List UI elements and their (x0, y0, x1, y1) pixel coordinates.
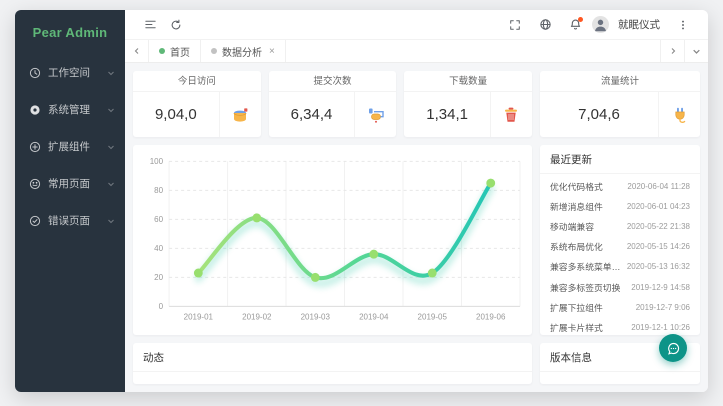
main-area: 就眠仪式 首页 数据分析 × (125, 10, 708, 392)
svg-text:60: 60 (154, 215, 163, 224)
tab-data-analysis[interactable]: 数据分析 × (201, 40, 286, 62)
svg-text:40: 40 (154, 244, 163, 253)
tab-label: 数据分析 (222, 47, 262, 59)
chevron-down-icon (108, 219, 114, 223)
panel-title: 版本信息 (540, 343, 700, 372)
stat-value: 7,04,6 (578, 106, 620, 123)
notification-bell-icon[interactable] (562, 12, 588, 38)
update-item[interactable]: 兼容多标签页切换 2019-12-9 14:58 (550, 282, 690, 293)
sidebar-item-label: 工作空间 (48, 67, 90, 79)
stat-title: 今日访问 (133, 71, 261, 92)
stat-card-downloads[interactable]: 下载数量 1,34,1 (404, 71, 532, 137)
visits-line-chart[interactable]: 0 20 40 60 80 100 2019-01 2019-02 2019-03 2019-04… (133, 145, 532, 335)
update-item[interactable]: 优化代码格式 2020-06-04 11:28 (550, 181, 690, 192)
svg-text:2019-03: 2019-03 (301, 313, 331, 322)
sidebar-item-system[interactable]: 系统管理 (15, 91, 125, 128)
svg-text:2019-02: 2019-02 (242, 313, 272, 322)
svg-text:2019-05: 2019-05 (418, 313, 448, 322)
tab-home[interactable]: 首页 (149, 40, 201, 62)
tab-close-icon[interactable]: × (269, 45, 275, 57)
svg-text:2019-06: 2019-06 (476, 313, 506, 322)
language-globe-icon[interactable] (532, 12, 558, 38)
plug-icon (658, 92, 700, 137)
theme-settings-fab[interactable] (659, 334, 687, 362)
fullscreen-icon[interactable] (502, 12, 528, 38)
sidebar-item-label: 系统管理 (48, 104, 90, 116)
paint-bucket-icon (218, 92, 261, 137)
panel-title: 最近更新 (540, 145, 700, 174)
components-icon (29, 141, 41, 153)
update-item[interactable]: 扩展卡片样式 2019-12-1 10:26 (550, 322, 690, 333)
tab-active-dot (159, 48, 165, 54)
tab-dot (211, 48, 217, 54)
sidebar-item-common-pages[interactable]: 常用页面 (15, 165, 125, 202)
stat-value: 6,34,4 (290, 106, 333, 123)
svg-text:100: 100 (150, 157, 164, 166)
sidebar-item-error-pages[interactable]: 错误页面 (15, 202, 125, 239)
tabs-scroll-left-icon[interactable] (125, 40, 149, 62)
recent-updates-panel: 最近更新 优化代码格式 2020-06-04 11:28 新增消息组件 2020-0… (540, 145, 700, 335)
update-item[interactable]: 兼容多系统菜单模式2020-05-13 16:32 (550, 262, 690, 273)
trash-icon (489, 92, 532, 137)
refresh-icon[interactable] (163, 12, 189, 38)
svg-text:2019-01: 2019-01 (184, 313, 214, 322)
notification-dot (578, 16, 583, 22)
stat-card-visits[interactable]: 今日访问 9,04,0 (133, 71, 261, 137)
tabbar-spacer (286, 40, 660, 62)
tabs-menu-chevron-icon[interactable] (684, 40, 708, 62)
svg-text:2019-04: 2019-04 (359, 313, 389, 322)
chevron-down-icon (108, 108, 114, 112)
panel-title: 动态 (133, 343, 532, 372)
line-chart-canvas: 0 20 40 60 80 100 2019-01 2019-02 2019-03 2019-04… (150, 157, 521, 322)
svg-text:80: 80 (154, 186, 163, 195)
sidebar-item-extensions[interactable]: 扩展组件 (15, 128, 125, 165)
update-item[interactable]: 移动端兼容 2020-05-22 21:38 (550, 221, 690, 232)
chevron-down-icon (108, 182, 114, 186)
user-avatar[interactable] (592, 16, 609, 33)
stat-title: 流量统计 (540, 71, 700, 92)
sidebar-item-label: 扩展组件 (48, 141, 90, 153)
stat-value: 1,34,1 (426, 106, 469, 123)
stat-value: 9,04,0 (154, 106, 197, 123)
top-header: 就眠仪式 (125, 10, 708, 40)
stat-card-submissions[interactable]: 提交次数 6,34,4 (268, 71, 397, 137)
paint-roller-icon (354, 92, 396, 137)
activity-panel: 动态 (133, 343, 532, 384)
tab-bar: 首页 数据分析 × (125, 40, 708, 63)
updates-list: 优化代码格式 2020-06-04 11:28 新增消息组件 2020-06-01 … (540, 174, 700, 335)
update-item[interactable]: 扩展下拉组件 2019-12-7 9:06 (550, 302, 690, 313)
user-name[interactable]: 就眠仪式 (618, 19, 660, 31)
tabs-scroll-right-icon[interactable] (660, 40, 684, 62)
stat-title: 提交次数 (268, 71, 397, 92)
svg-text:0: 0 (159, 302, 164, 311)
sidebar: Pear Admin 工作空间 系统管理 扩展组件 (15, 10, 125, 392)
update-item[interactable]: 系统布局优化 2020-05-15 14:26 (550, 242, 690, 253)
error-check-icon (29, 215, 41, 227)
chevron-down-icon (108, 145, 114, 149)
more-kebab-icon[interactable] (670, 12, 696, 38)
update-item[interactable]: 新增消息组件 2020-06-01 04:23 (550, 201, 690, 212)
dashboard-content: 今日访问 9,04,0 提交次数 6,34,4 (125, 63, 708, 392)
svg-text:20: 20 (154, 273, 163, 282)
smiley-icon (29, 178, 41, 190)
clock-icon (29, 67, 41, 79)
chat-icon (667, 342, 679, 355)
chevron-down-icon (108, 71, 114, 75)
sidebar-item-workspace[interactable]: 工作空间 (15, 54, 125, 91)
app-window: Pear Admin 工作空间 系统管理 扩展组件 (15, 10, 708, 392)
sidebar-item-label: 错误页面 (48, 215, 90, 227)
stat-cards-row: 今日访问 9,04,0 提交次数 6,34,4 (133, 71, 532, 137)
collapse-menu-icon[interactable] (137, 12, 163, 38)
gear-icon (29, 104, 41, 116)
stat-title: 下载数量 (404, 71, 532, 92)
stat-card-traffic[interactable]: 流量统计 7,04,6 (540, 71, 700, 137)
tab-label: 首页 (170, 47, 190, 59)
app-logo: Pear Admin (32, 24, 108, 40)
sidebar-item-label: 常用页面 (48, 178, 90, 190)
